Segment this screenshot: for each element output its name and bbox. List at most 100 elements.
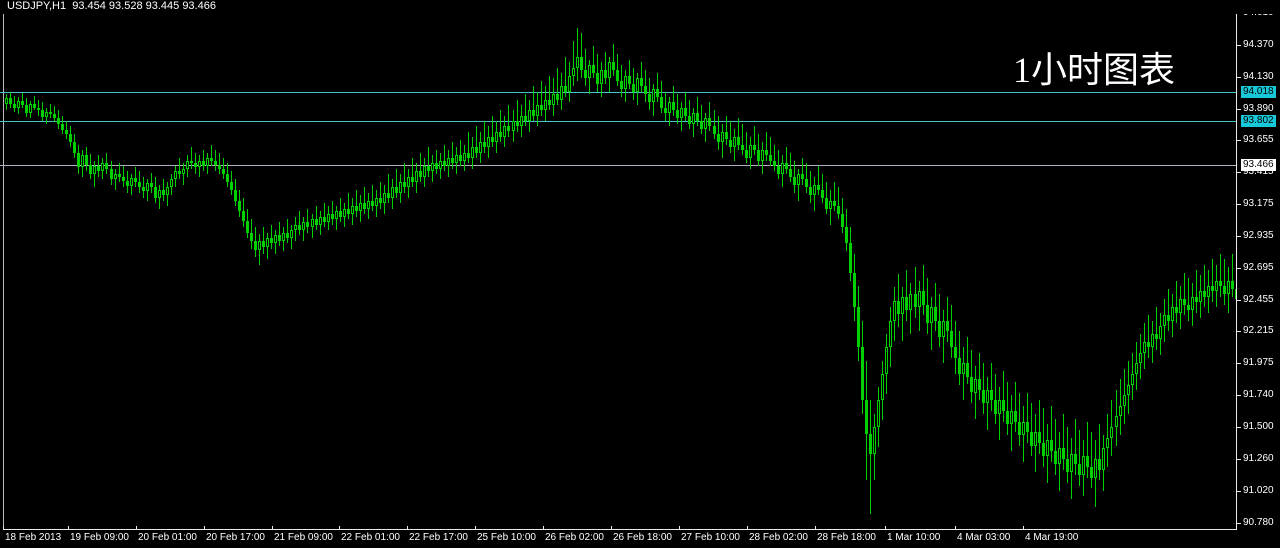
candle-wick [939,293,940,348]
candle-body-bullish [170,179,173,188]
price-level-line[interactable] [0,121,1236,122]
candle-body-bearish [483,142,486,148]
candle-body-bearish [548,99,551,105]
candle-wick [332,200,333,225]
candle-body-bearish [793,176,796,185]
candle-wick [22,92,23,108]
candle-body-bullish [1139,352,1142,364]
candle-body-bearish [1219,280,1222,286]
candle-body-bearish [648,94,651,103]
candle-wick [340,198,341,223]
candle-wick [316,206,317,231]
candle-body-bullish [311,219,314,228]
candle-body-bullish [1034,432,1037,446]
candle-body-bullish [503,126,506,137]
candle-body-bearish [713,126,716,135]
time-tick [885,526,886,530]
candle-body-bearish [676,110,679,119]
candle-wick [307,208,308,233]
candle-body-bearish [77,152,80,168]
candle-body-bearish [1062,448,1065,460]
candle-body-bearish [950,331,953,348]
candle-body-bullish [733,136,736,148]
candle-wick [802,158,803,185]
candle-wick [1055,419,1056,476]
candle-body-bearish [700,120,703,129]
candle-body-bullish [1227,280,1230,294]
time-tick-label: 18 Feb 2013 [5,532,62,543]
candle-body-bullish [1207,285,1210,297]
candle-wick [947,296,948,342]
candle-body-bearish [250,232,253,241]
candle-wick [163,179,164,201]
candle-body-bearish [837,206,840,215]
candle-body-bullish [1171,307,1174,321]
candle-body-bearish [323,216,326,223]
price-level-label[interactable]: 93.802 [1241,115,1276,127]
candle-wick [1156,307,1157,350]
candle-body-bearish [1026,421,1029,433]
candle-body-bullish [901,296,904,314]
candle-wick [492,115,493,148]
candle-body-bullish [1110,427,1113,438]
candle-body-bearish [226,174,229,183]
candle-body-bearish [110,168,113,180]
price-axis[interactable]: 94.61094.37094.13093.89093.65593.41593.1… [1236,0,1280,530]
candle-body-bullish [495,131,498,143]
time-axis[interactable]: 18 Feb 2013 19 Feb 09:00 20 Feb 01:00 20 Fe… [0,526,1280,548]
candle-wick [718,115,719,151]
candle-wick [219,152,220,175]
candle-body-bearish [69,134,72,143]
candle-body-bearish [427,166,430,172]
price-tick-label: 91.500 [1243,421,1274,432]
candle-body-bullish [544,99,547,111]
price-level-label[interactable]: 93.466 [1241,159,1276,171]
time-tick [272,526,273,530]
candle-body-bullish [399,182,402,193]
candle-wick [508,104,509,137]
candle-body-bearish [853,272,856,308]
candle-wick [685,91,686,121]
candle-wick [143,176,144,199]
candle-wick [420,152,421,183]
chart-plot-area[interactable] [0,0,1236,530]
candle-body-bullish [1143,341,1146,353]
candle-wick [581,32,582,79]
price-level-label[interactable]: 94.018 [1241,86,1276,98]
candle-body-bearish [777,166,780,175]
time-tick [339,526,340,530]
candle-body-bullish [781,163,784,175]
candle-wick [1087,421,1088,478]
candle-body-bullish [588,64,591,79]
candle-body-bearish [1006,411,1009,425]
candle-body-bearish [411,176,414,183]
candle-wick [778,150,779,180]
candle-body-bearish [620,80,623,89]
candle-wick [738,118,739,151]
candle-wick [279,222,280,246]
candle-body-bullish [520,115,523,127]
candle-wick [428,147,429,177]
candle-wick [714,110,715,140]
candle-body-bearish [379,198,382,204]
candle-body-bearish [688,115,691,124]
candle-body-bearish [150,183,153,188]
candle-body-bearish [958,357,961,374]
candle-wick [372,184,373,212]
candle-body-bullish [600,70,603,84]
candle-wick [617,54,618,87]
candle-wick [770,136,771,167]
candle-wick [1015,381,1016,433]
price-level-line[interactable] [0,165,1236,166]
price-level-line[interactable] [0,92,1236,93]
candle-body-bearish [532,110,535,116]
candle-body-bearish [1223,285,1226,294]
candle-body-bullish [797,174,800,185]
candle-body-bullish [881,373,884,401]
price-tick-label: 92.215 [1243,325,1274,336]
candle-wick [935,283,936,332]
candle-body-bearish [801,174,804,180]
candle-body-bearish [190,160,193,164]
time-tick-label: 22 Feb 17:00 [409,532,468,543]
